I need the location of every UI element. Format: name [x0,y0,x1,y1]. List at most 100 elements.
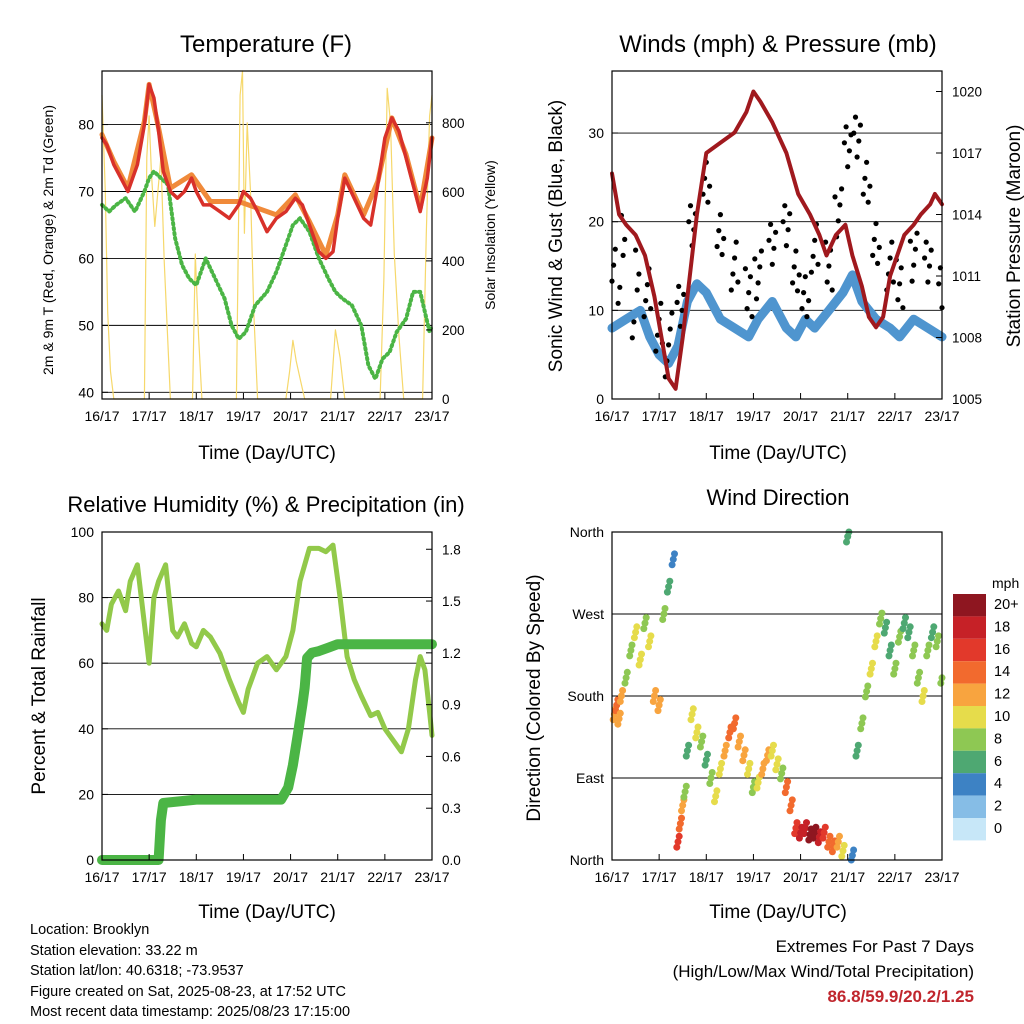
gust-point [716,228,722,234]
direction-point [848,851,856,859]
direction-point [914,674,922,682]
direction-point [869,659,876,667]
extremes-block: Extremes For Past 7 Days (High/Low/Max W… [673,934,974,1009]
direction-point [739,757,747,765]
x-tick-label: 20/17 [783,869,818,885]
y2-tick-label: 1017 [952,146,982,161]
humidity-title: Relative Humidity (%) & Precipitation (i… [67,492,464,517]
gust-point [864,159,870,165]
direction-point [754,779,762,787]
y-tick-label: 0 [86,852,94,868]
gust-point [681,291,687,297]
direction-point [883,618,891,626]
y-tick-label: South [567,688,604,704]
direction-point [685,741,693,749]
legend-label: 2 [994,799,1002,815]
y2-tick-label: 0.0 [442,853,461,868]
gust-point [634,287,640,293]
direction-point [887,641,895,649]
gust-point [841,140,848,146]
gust-point [839,186,845,192]
direction-point [853,747,861,755]
y-tick-label: North [570,852,604,868]
x-tick-label: 23/17 [924,408,959,424]
direction-point [905,628,913,636]
direction-point [773,760,781,768]
extremes-line1: Extremes For Past 7 Days [775,937,974,956]
rainfall-line [97,639,437,865]
gust-point [875,260,881,266]
gust-point [766,237,772,243]
direction-point [666,577,674,585]
direction-point [744,770,751,778]
gust-point [897,281,903,287]
direction-point [833,843,841,851]
gust-point [732,255,738,261]
direction-point [867,665,875,673]
gust-point [835,218,841,224]
direction-point [715,770,723,778]
gust-point [643,298,649,304]
temperature-xlabel: Time (Day/UTC) [198,443,336,464]
gust-point [653,348,659,354]
gust-point [856,138,862,144]
legend-swatch [953,616,986,639]
direction-point [878,609,886,617]
gust-point [752,256,758,262]
direction-point [628,641,636,649]
direction-point [779,764,787,772]
gust-point [612,246,618,252]
direction-point [696,743,704,751]
direction-panel: Wind Direction NorthEastSouthWestNorth16… [524,485,1019,923]
direction-point [858,719,866,727]
gust-point [620,252,626,258]
gust-point [686,219,692,225]
gust-point [796,272,802,278]
gust-point [871,236,877,242]
gust-point [854,154,860,160]
gust-point [631,319,637,325]
dewpoint-line [100,169,434,381]
gust-point [867,183,873,189]
info-created: Figure created on Sat, 2025-08-23, at 17… [30,983,346,1000]
direction-point [753,784,761,792]
x-tick-label: 19/17 [226,408,261,424]
gust-point [721,235,727,242]
direction-point [819,834,827,842]
gust-point [658,300,664,306]
direction-point [676,820,684,828]
x-tick-label: 16/17 [594,869,629,885]
gust-point [747,274,754,280]
direction-point [920,687,928,694]
gust-point [794,288,801,294]
direction-point [839,847,847,855]
x-tick-label: 19/17 [736,869,771,885]
direction-point [735,738,743,746]
direction-point [811,829,819,837]
x-tick-label: 22/17 [367,869,402,885]
gust-point [622,236,628,242]
direction-point [721,747,729,755]
gust-point [895,297,901,303]
direction-point [645,643,652,651]
direction-point [774,755,782,763]
direction-point [886,646,894,654]
gust-point [667,326,673,332]
gust-point [936,281,942,287]
direction-point [649,698,657,705]
x-tick-label: 20/17 [273,869,308,885]
gust-point [746,290,752,296]
gust-point [808,269,815,275]
direction-point [925,641,933,649]
gust-point [714,243,720,250]
gust-point [755,280,761,286]
winds-ylabel-right: Station Pressure (Maroon) [1004,125,1024,348]
legend-label: 16 [994,642,1010,658]
direction-point [650,692,658,700]
direction-point [694,723,702,731]
direction-point [880,629,888,637]
direction-point [768,747,776,755]
gust-point [719,251,725,258]
x-tick-label: 18/17 [689,869,724,885]
